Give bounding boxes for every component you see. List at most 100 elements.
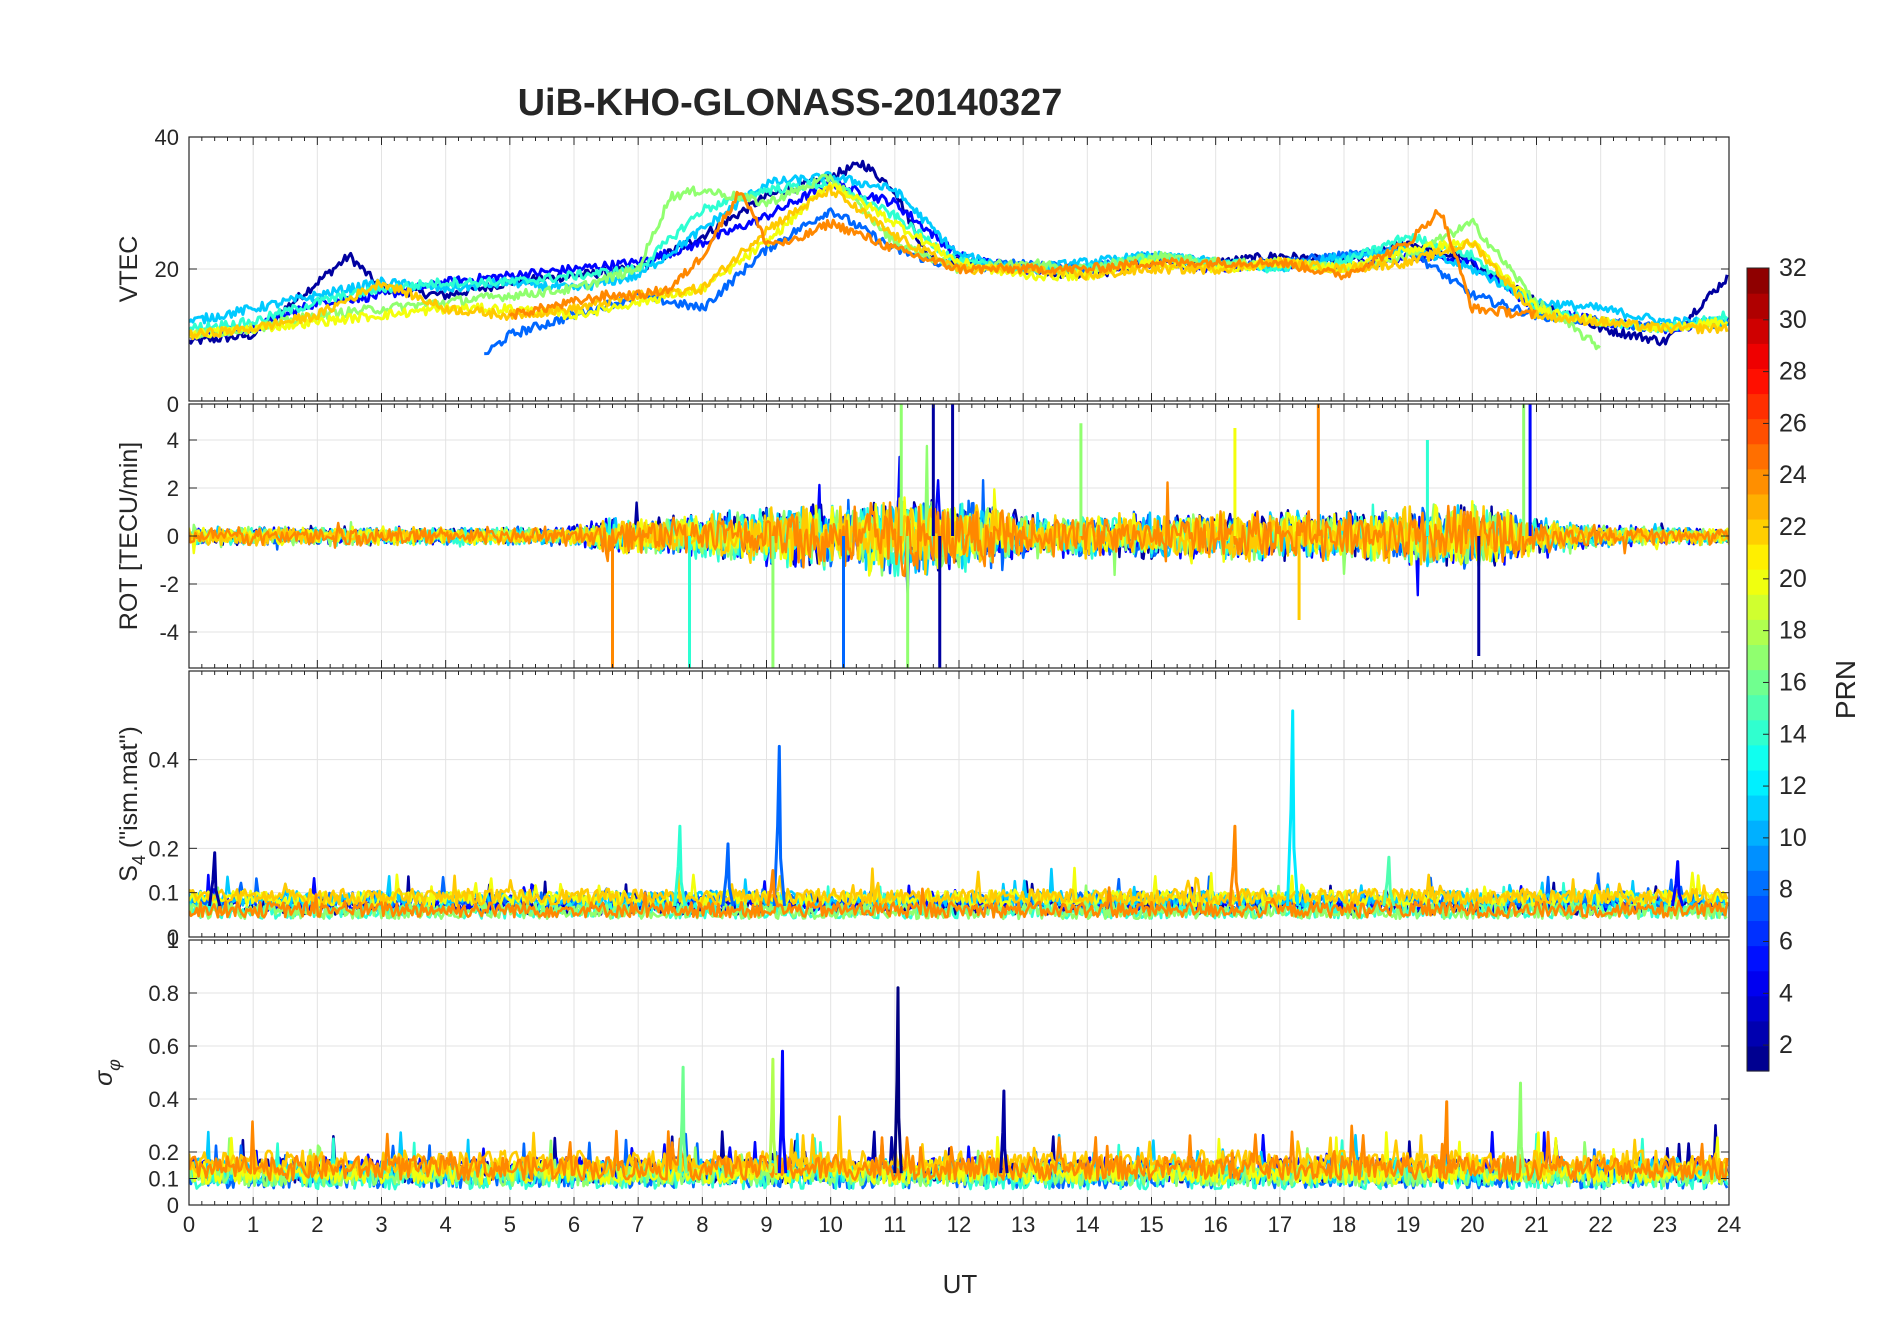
colorbar-band — [1747, 518, 1769, 545]
colorbar-band — [1747, 418, 1769, 445]
x-axis-label: UT — [943, 1269, 978, 1299]
y-axis-label: ROT [TECU/min] — [115, 442, 143, 630]
s4-panel: 00.10.20.4S4 ("ism.mat") — [115, 670, 1730, 950]
colorbar-band — [1747, 970, 1769, 997]
figure-title: UiB-KHO-GLONASS-20140327 — [518, 82, 1063, 124]
colorbar-band — [1747, 343, 1769, 369]
colorbar-band — [1747, 845, 1769, 871]
y-tick-label: -4 — [159, 620, 179, 645]
s4-spike-prn-24 — [1228, 824, 1242, 907]
x-tick-label: 12 — [947, 1212, 971, 1237]
colorbar-band — [1747, 1020, 1769, 1047]
colorbar-tick-label: 32 — [1779, 254, 1807, 282]
colorbar-frame — [1746, 267, 1770, 1072]
sigma_phi-spike-prn-17 — [1515, 1081, 1526, 1174]
colorbar-band — [1747, 368, 1769, 395]
x-tick-label: 2 — [311, 1212, 323, 1237]
vtec-series-group — [189, 159, 1729, 356]
s4-series-prn-24 — [189, 886, 1729, 919]
y-tick-label: 0.4 — [148, 1087, 179, 1112]
colorbar-band — [1747, 293, 1769, 319]
colorbar-tick-label: 28 — [1779, 358, 1807, 386]
y-label-main: S — [115, 865, 143, 882]
y-tick-label: -2 — [159, 572, 179, 597]
s4-spike-prn-8 — [772, 744, 786, 907]
colorbar-tick-label: 22 — [1779, 513, 1807, 541]
y-tick-label: 4 — [167, 428, 179, 453]
colorbar-band — [1747, 268, 1769, 294]
x-tick-label: 3 — [375, 1212, 387, 1237]
y-tick-label: 0 — [167, 925, 179, 950]
y-tick-label: 0.4 — [148, 748, 179, 773]
s4-spike-prn-2 — [208, 851, 222, 907]
x-tick-label: 19 — [1396, 1212, 1420, 1237]
y-axis-label: S4 ("ism.mat") — [115, 726, 149, 882]
colorbar-band — [1747, 794, 1769, 821]
colorbar-band — [1747, 644, 1769, 671]
colorbar-band — [1747, 769, 1769, 796]
colorbar-tick-label: 10 — [1779, 824, 1807, 852]
x-tick-label: 1 — [247, 1212, 259, 1237]
y-tick-label: 0.1 — [148, 1167, 179, 1192]
colorbar-band — [1747, 694, 1769, 721]
x-tick-label: 5 — [504, 1212, 516, 1237]
x-tick-label: 8 — [696, 1212, 708, 1237]
colorbar-tick-label: 4 — [1779, 979, 1793, 1007]
y-tick-label: 0.2 — [148, 1140, 179, 1165]
colorbar-band — [1747, 870, 1769, 896]
colorbar-band — [1747, 443, 1769, 470]
colorbar-band — [1747, 493, 1769, 520]
colorbar-tick-label: 6 — [1779, 927, 1793, 955]
x-tick-label: 7 — [632, 1212, 644, 1237]
s4-spike-prn-5 — [1671, 860, 1685, 907]
colorbar-band — [1747, 895, 1769, 922]
sigma_phi-spike-prn-5 — [777, 1049, 788, 1174]
colorbar-tick-label: 30 — [1779, 306, 1807, 334]
x-tick-label: 14 — [1075, 1212, 1099, 1237]
colorbar-band — [1747, 719, 1769, 746]
colorbar-band — [1747, 995, 1769, 1022]
s4-spike-prn-24 — [766, 869, 780, 907]
x-tick-label: 18 — [1332, 1212, 1356, 1237]
rot-panel: -4 -2 0 2 4 0 ROT [TECU/min] — [115, 392, 1730, 669]
y-tick-label: 0 — [167, 392, 179, 417]
colorbar-band — [1747, 669, 1769, 696]
colorbar-tick-label: 2 — [1779, 1031, 1793, 1059]
x-tick-label: 16 — [1203, 1212, 1227, 1237]
x-tick-label: 17 — [1268, 1212, 1292, 1237]
s4-series-prn-22 — [189, 867, 1729, 906]
sigma_phi-spike-prn-2 — [999, 1089, 1009, 1174]
colorbar-tick-label: 26 — [1779, 409, 1807, 437]
x-tick-label: 9 — [760, 1212, 772, 1237]
y-tick-label: 0 — [167, 1193, 179, 1218]
colorbar-tick-label: 20 — [1779, 565, 1807, 593]
colorbar-band — [1747, 468, 1769, 495]
x-tick-label: 13 — [1011, 1212, 1035, 1237]
colorbar-band — [1747, 544, 1769, 570]
colorbar-tick-label: 16 — [1779, 668, 1807, 696]
colorbar-band — [1747, 920, 1769, 947]
x-tick-label: 21 — [1524, 1212, 1548, 1237]
colorbar-band — [1747, 945, 1769, 972]
colorbar-band — [1747, 569, 1769, 595]
x-tick-label: 6 — [568, 1212, 580, 1237]
vtec-series-prn-5 — [189, 178, 1729, 341]
colorbar-band — [1747, 744, 1769, 771]
y-tick-label: 0.8 — [148, 981, 179, 1006]
y-tick-label: 0.6 — [148, 1034, 179, 1059]
x-tick-label: 4 — [440, 1212, 452, 1237]
x-axis-tick-labels: 0 1 2 3 4 5 6 7 8 9 10 11 12 13 14 15 16 17 18 19 20 21 22 23 24 — [183, 1212, 1741, 1237]
colorbar-tick-label: 14 — [1779, 720, 1807, 748]
x-tick-label: 20 — [1460, 1212, 1484, 1237]
colorbar-tick-label: 18 — [1779, 617, 1807, 645]
y-tick-label: 40 — [155, 125, 179, 150]
colorbar-label: PRN — [1830, 660, 1861, 719]
vtec-series-prn-11 — [189, 171, 1729, 328]
s4-spike-prn-14 — [673, 824, 687, 907]
y-tick-label: 2 — [167, 476, 179, 501]
sigma_phi-series-group — [189, 986, 1729, 1191]
colorbar-tick-label: 24 — [1779, 461, 1807, 489]
colorbar-band — [1747, 393, 1769, 420]
s4-spike-prn-12 — [1286, 709, 1300, 907]
